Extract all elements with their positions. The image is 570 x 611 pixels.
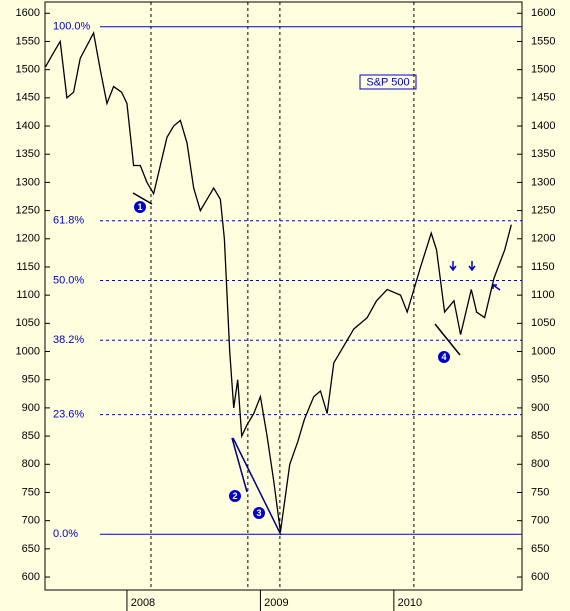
trend-line: [232, 437, 282, 536]
y-tick-label: 1450: [16, 92, 40, 104]
y-tick-label: 800: [531, 458, 549, 470]
y-tick-label: 750: [22, 486, 40, 498]
y-tick-label: 1100: [16, 289, 40, 301]
annotations: [132, 192, 501, 536]
y-tick-label: 650: [22, 543, 40, 555]
y-tick-label: 600: [531, 571, 549, 583]
y-tick-label: 1300: [531, 176, 555, 188]
y-tick-label: 1000: [531, 345, 555, 357]
fib-label: 0.0%: [53, 528, 78, 540]
y-tick-label: 1150: [16, 261, 40, 273]
x-tick-label: 2008: [131, 597, 155, 609]
y-tick-label: 850: [531, 430, 549, 442]
y-tick-label: 1050: [531, 317, 555, 329]
fib-label: 23.6%: [53, 409, 84, 421]
y-tick-label: 1250: [16, 204, 40, 216]
y-tick-label: 1050: [16, 317, 40, 329]
y-tick-label: 1550: [16, 35, 40, 47]
y-tick-label: 800: [22, 458, 40, 470]
y-tick-label: 1000: [16, 345, 40, 357]
y-tick-label: 1250: [531, 204, 555, 216]
marker-circle: [438, 351, 450, 363]
marker-label: 4: [441, 352, 446, 362]
y-tick-label: 1600: [531, 7, 555, 19]
y-tick-label: 950: [22, 374, 40, 386]
marker-label: 1: [137, 202, 142, 212]
y-tick-label: 1350: [531, 148, 555, 160]
y-tick-label: 1550: [531, 35, 555, 47]
trend-line: [132, 192, 153, 205]
y-tick-label: 1500: [16, 64, 40, 76]
y-tick-label: 1200: [531, 233, 555, 245]
marker-circle: [229, 490, 241, 502]
price-line: [44, 31, 512, 533]
plot-frame: [44, 1, 523, 591]
y-tick-label: 1500: [531, 64, 555, 76]
y-tick-label: 900: [22, 402, 40, 414]
y-tick-label: 1400: [16, 120, 40, 132]
chart-title: S&P 500: [366, 76, 409, 88]
trend-line: [434, 323, 461, 356]
y-tick-label: 700: [531, 515, 549, 527]
marker-circle: [253, 507, 265, 519]
markers: 1 2 3 4: [134, 201, 450, 519]
x-tick-label: 2010: [398, 597, 422, 609]
y-tick-label: 700: [22, 515, 40, 527]
marker-circle: [134, 201, 146, 213]
y-tick-label: 1200: [16, 233, 40, 245]
y-tick-label: 1100: [531, 289, 555, 301]
y-tick-label: 1150: [531, 261, 555, 273]
fib-label: 50.0%: [53, 274, 84, 286]
y-tick-label: 1350: [16, 148, 40, 160]
fib-label: 61.8%: [53, 215, 84, 227]
y-tick-label: 1400: [531, 120, 555, 132]
y-tick-label: 1600: [16, 7, 40, 19]
y-tick-label: 1450: [531, 92, 555, 104]
fib-label: 100.0%: [53, 21, 91, 33]
y-tick-label: 950: [531, 374, 549, 386]
y-tick-label: 650: [531, 543, 549, 555]
legend-box: [359, 74, 417, 90]
x-tick-label: 2009: [264, 597, 288, 609]
y-tick-label: 750: [531, 486, 549, 498]
y-tick-label: 600: [22, 571, 40, 583]
marker-label: 2: [232, 491, 237, 501]
arrow: [449, 261, 501, 291]
trend-line: [231, 437, 248, 493]
fib-label: 38.2%: [53, 334, 84, 346]
y-tick-label: 1300: [16, 176, 40, 188]
marker-label: 3: [256, 508, 261, 518]
y-tick-label: 900: [531, 402, 549, 414]
y-tick-label: 850: [22, 430, 40, 442]
